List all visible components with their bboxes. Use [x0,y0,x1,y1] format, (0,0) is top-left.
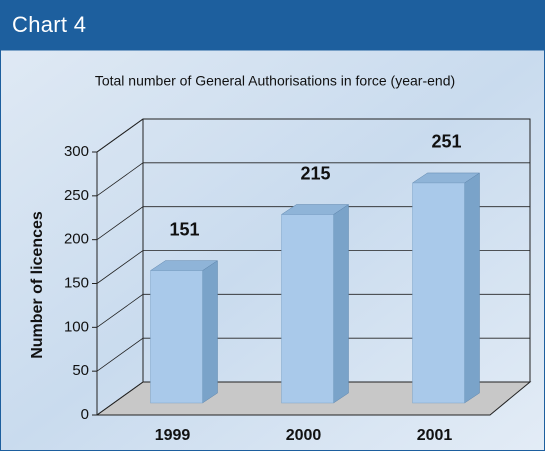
grid-line [96,337,530,372]
grid-line [96,381,530,416]
chart: Total number of General Authorisations i… [0,50,545,451]
x-tick-label: 1999 [155,427,191,444]
grid-line [96,250,530,284]
y-tick-label: 300 [64,143,89,160]
header: Chart 4 [0,0,545,50]
y-axis-label: Number of licences [29,211,46,359]
bar [281,214,334,404]
chart-title: Total number of General Authorisations i… [95,73,455,89]
y-tick-label: 50 [72,362,89,379]
data-label: 215 [300,163,330,183]
data-label: 151 [169,219,199,239]
y-tick-label: 100 [64,318,89,335]
grid-line [96,162,530,197]
bar-side [464,172,480,404]
y-tick-label: 200 [64,231,89,248]
x-tick-label: 2001 [417,427,453,444]
data-label: 251 [431,132,461,152]
x-tick-label: 2000 [286,427,322,444]
bar [412,182,465,404]
grid-line [96,206,530,240]
bar-side [202,260,218,404]
grid-line [96,118,530,153]
grid-line [96,293,530,328]
y-tick-label: 250 [64,187,89,204]
bar [150,270,203,404]
bar-side [333,204,349,404]
y-tick-label: 150 [64,274,89,291]
y-tick-label: 0 [81,406,89,423]
